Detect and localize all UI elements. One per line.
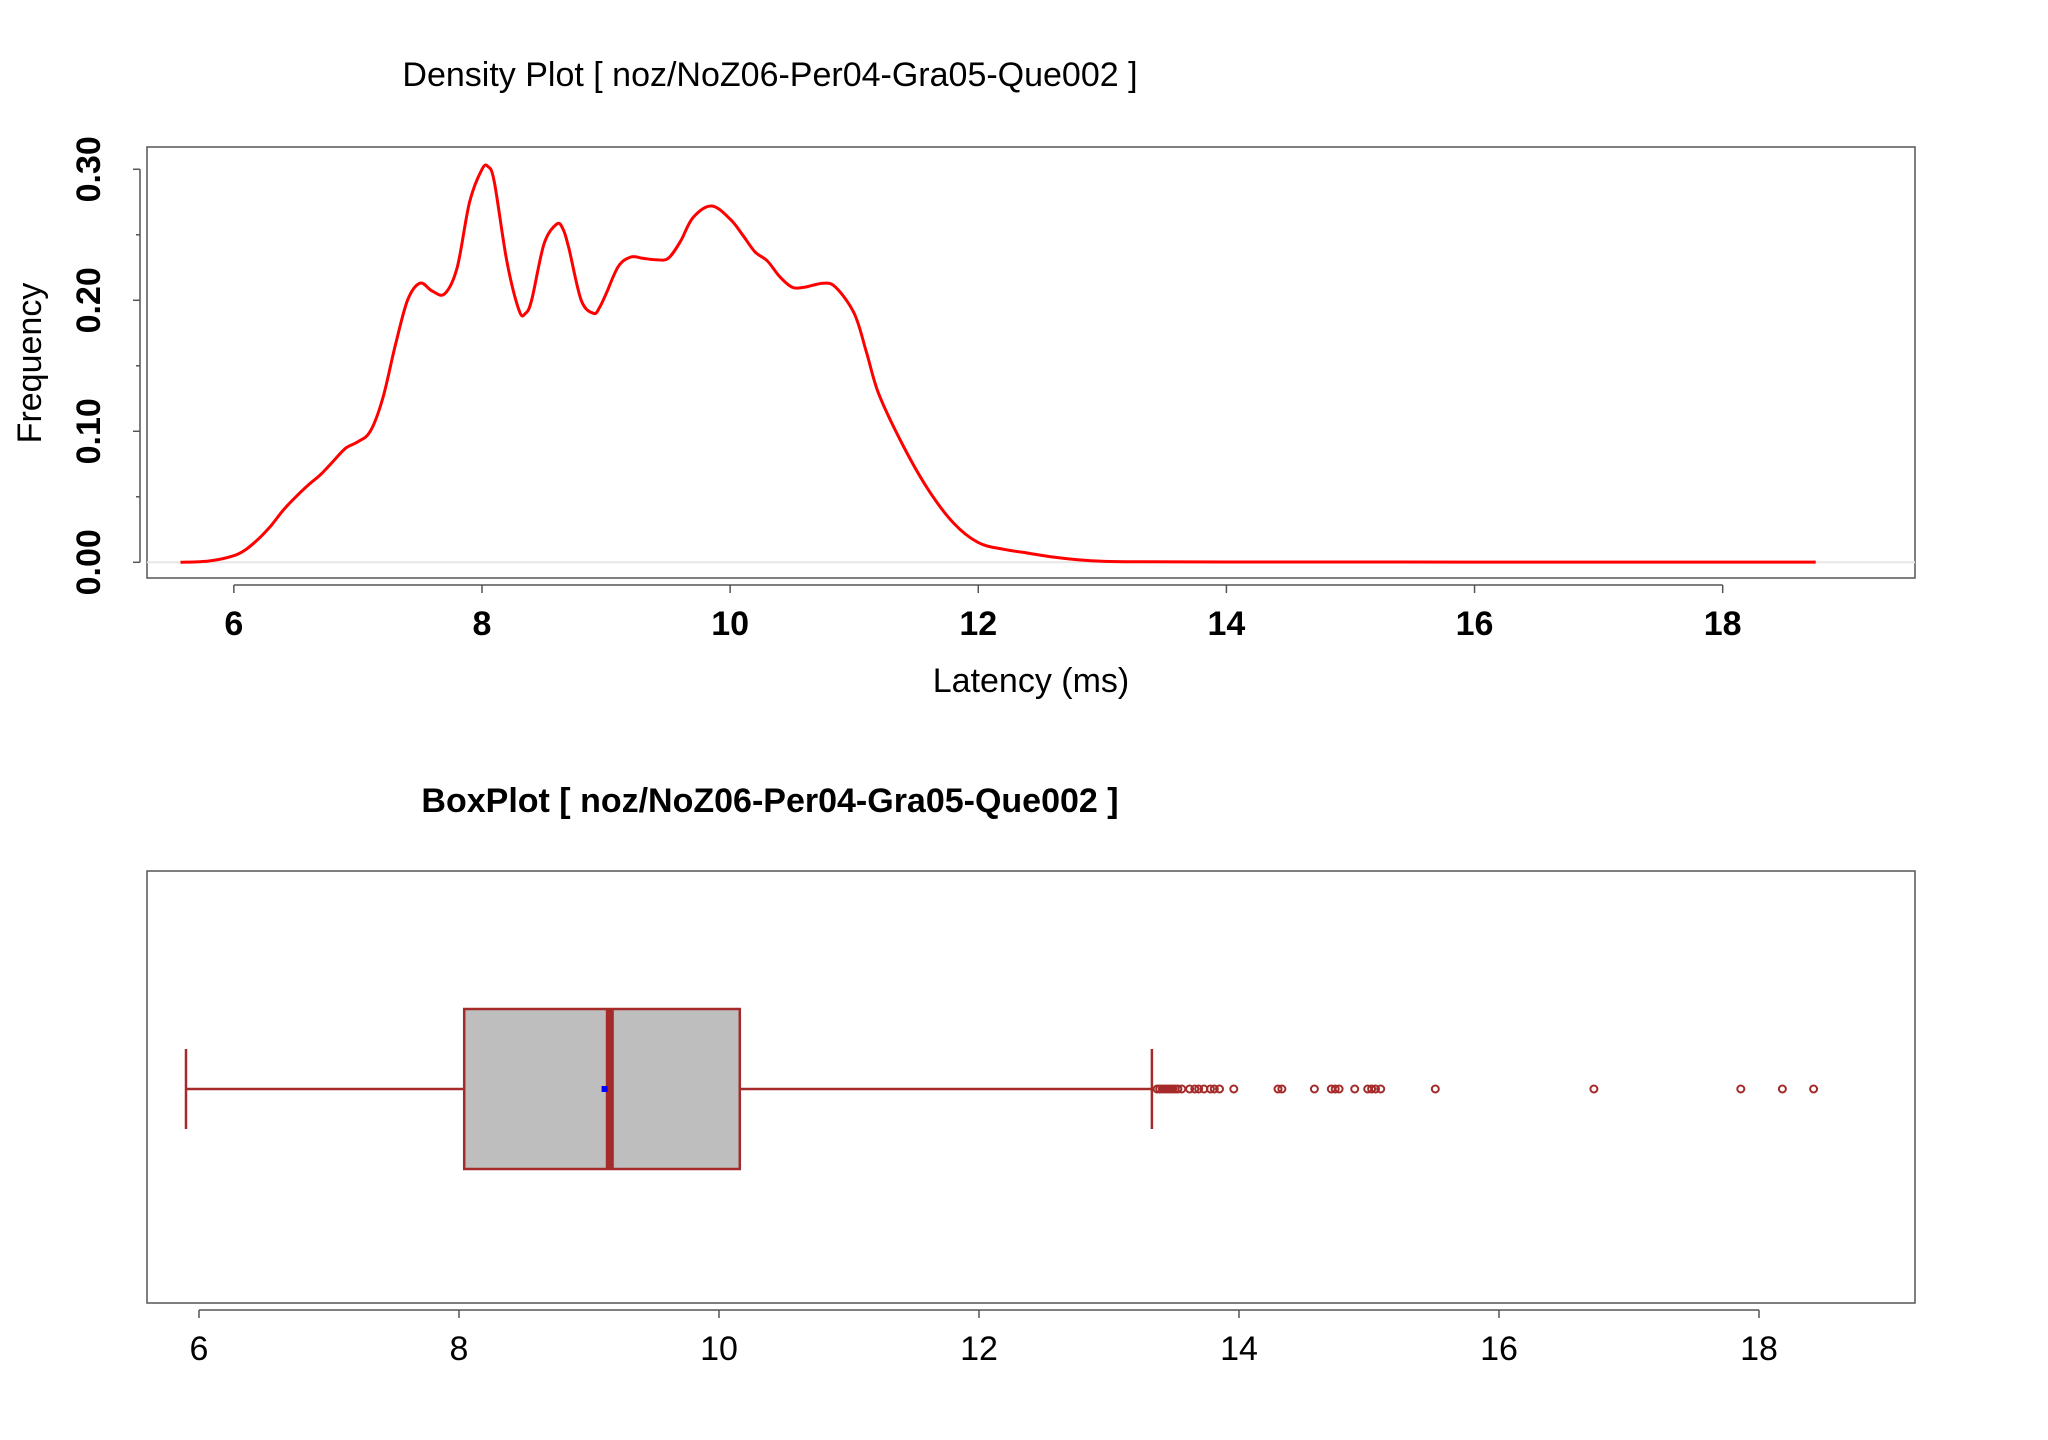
boxplot-x-axis: 6 8 10 12 14 16 18 [190, 1309, 1778, 1368]
boxplot-mean-marker [601, 1086, 608, 1092]
density-x-tick-label: 14 [1207, 605, 1245, 643]
density-x-tick-label: 18 [1704, 605, 1742, 643]
boxplot-title: BoxPlot [ noz/NoZ06-Per04-Gra05-Que002 ] [421, 782, 1118, 820]
density-plot-frame [146, 146, 1916, 579]
boxplot-outlier [1194, 1084, 1204, 1094]
density-chart: Density Plot [ noz/NoZ06-Per04-Gra05-Que… [11, 56, 1916, 700]
boxplot-outlier [1589, 1084, 1599, 1094]
boxplot-outlier [1229, 1084, 1239, 1094]
boxplot-x-tick-label: 10 [700, 1330, 738, 1368]
density-y-axis: 0.00 0.10 0.20 0.30 [70, 136, 141, 595]
boxplot-outlier [1277, 1084, 1287, 1094]
boxplot-x-tick-label: 12 [960, 1330, 998, 1368]
boxplot-outlier [1777, 1084, 1787, 1094]
density-y-tick-label: 0.00 [70, 529, 108, 595]
boxplot-outlier [1309, 1084, 1319, 1094]
boxplot-x-tick-label: 6 [190, 1330, 209, 1368]
boxplot-outlier [1350, 1084, 1360, 1094]
boxplot-x-tick-label: 8 [450, 1330, 469, 1368]
boxplot-outlier [1205, 1084, 1215, 1094]
density-x-axis-label: Latency (ms) [933, 662, 1130, 700]
boxplot-outlier [1190, 1084, 1200, 1094]
boxplot-outlier [1736, 1084, 1746, 1094]
boxplot-outlier [1173, 1084, 1183, 1094]
boxplot-outlier [1430, 1084, 1440, 1094]
density-x-tick-label: 8 [473, 605, 492, 643]
density-x-tick-label: 10 [711, 605, 749, 643]
boxplot-x-tick-label: 16 [1480, 1330, 1518, 1368]
density-x-tick-label: 12 [959, 605, 997, 643]
density-y-tick-label: 0.20 [70, 267, 108, 333]
density-y-tick-label: 0.30 [70, 136, 108, 202]
boxplot-outlier [1376, 1084, 1386, 1094]
boxplot-plot-frame [146, 870, 1916, 1304]
density-x-tick-label: 16 [1456, 605, 1494, 643]
boxplot-x-tick-label: 14 [1220, 1330, 1258, 1368]
boxplot-outlier [1185, 1084, 1195, 1094]
density-title: Density Plot [ noz/NoZ06-Per04-Gra05-Que… [402, 56, 1137, 94]
boxplot-x-tick-label: 18 [1740, 1330, 1778, 1368]
boxplot-outlier [1273, 1084, 1283, 1094]
boxplot-outlier [1334, 1084, 1344, 1094]
density-curve [180, 163, 1816, 564]
density-y-axis-label: Frequency [11, 283, 49, 444]
density-x-axis: 6 8 10 12 14 16 18 [224, 584, 1742, 643]
boxplot-outlier [1809, 1084, 1819, 1094]
boxplot-outlier [1330, 1084, 1340, 1094]
boxplot-outlier [1209, 1084, 1219, 1094]
boxplot-outlier [1367, 1084, 1377, 1094]
boxplot-chart: BoxPlot [ noz/NoZ06-Per04-Gra05-Que002 ]… [146, 782, 1916, 1368]
boxplot-marks [184, 1007, 1819, 1171]
boxplot-outlier [1371, 1084, 1380, 1094]
density-x-tick-label: 6 [224, 605, 243, 643]
density-y-tick-label: 0.10 [70, 398, 108, 464]
boxplot-outlier [1215, 1084, 1224, 1094]
